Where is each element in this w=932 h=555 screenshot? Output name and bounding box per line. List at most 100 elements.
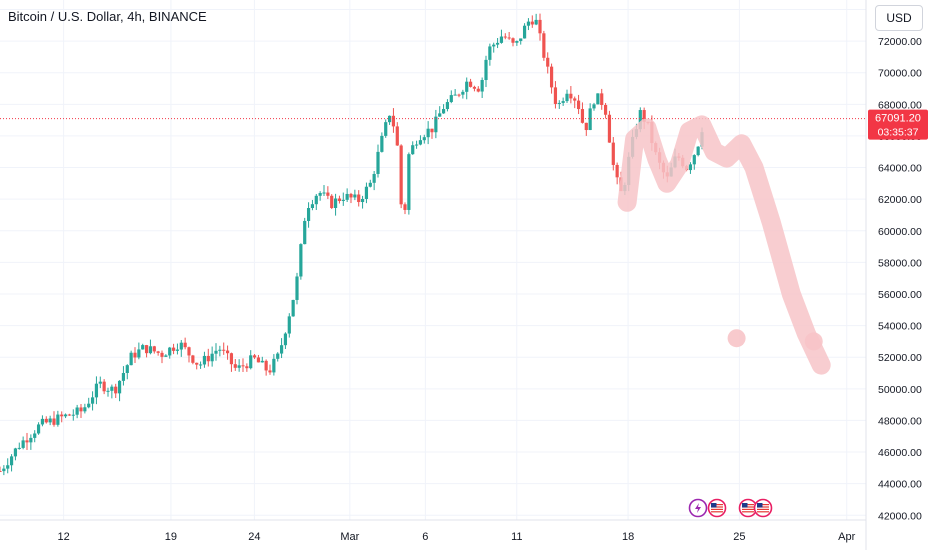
- x-tick-label: 24: [248, 531, 260, 543]
- candle: [399, 145, 403, 205]
- candle: [445, 102, 450, 110]
- candle: [449, 95, 453, 103]
- candle: [114, 386, 118, 394]
- candle: [6, 465, 10, 469]
- candle: [291, 299, 295, 317]
- candle: [218, 349, 222, 351]
- candle: [461, 91, 465, 95]
- forecast-brush-annotation[interactable]: [617, 115, 831, 375]
- candle: [503, 36, 507, 38]
- chart-title: Bitcoin / U.S. Dollar, 4h, BINANCE: [8, 9, 207, 24]
- candle: [222, 349, 226, 351]
- candle: [561, 101, 565, 103]
- candle: [117, 380, 122, 394]
- currency-button[interactable]: USD: [875, 5, 923, 31]
- candle: [515, 41, 519, 43]
- candle: [499, 36, 504, 43]
- candle: [526, 21, 531, 26]
- candle: [40, 418, 45, 425]
- candle: [372, 173, 376, 183]
- candle: [310, 204, 315, 209]
- candle: [17, 447, 21, 449]
- candle: [603, 104, 608, 115]
- y-tick-label: 72000.00: [878, 36, 922, 48]
- candle: [573, 98, 577, 101]
- candle: [553, 87, 558, 104]
- candle: [468, 81, 473, 87]
- candle: [403, 204, 407, 210]
- candle: [260, 360, 264, 363]
- last-price-badge: 67091.20 03:35:37: [868, 109, 928, 140]
- candle: [696, 146, 700, 156]
- candle: [530, 21, 534, 25]
- us-flag-icon[interactable]: [707, 498, 727, 518]
- x-tick-label: 12: [57, 531, 69, 543]
- candle: [411, 145, 415, 155]
- candle: [21, 440, 25, 448]
- flag-stripe: [757, 511, 769, 513]
- forecast-dot-annotation[interactable]: [727, 329, 746, 348]
- x-tick-label: 18: [622, 531, 634, 543]
- candle: [245, 366, 249, 369]
- candle: [63, 414, 68, 417]
- candle: [0, 471, 2, 473]
- candle: [272, 358, 276, 373]
- candle: [387, 115, 392, 123]
- candle: [60, 414, 64, 417]
- candle: [353, 194, 357, 198]
- candle: [214, 350, 218, 354]
- candle: [102, 381, 106, 392]
- candle: [418, 140, 423, 145]
- x-tick-label: 6: [422, 531, 428, 543]
- candle: [279, 345, 284, 354]
- candle: [592, 104, 596, 109]
- candle: [692, 155, 696, 165]
- forecast-dot-annotation[interactable]: [804, 332, 823, 351]
- candle: [83, 407, 87, 412]
- candle: [588, 108, 592, 131]
- candle: [611, 142, 615, 165]
- y-tick-label: 42000.00: [878, 510, 922, 522]
- us-flag-icon[interactable]: [753, 498, 773, 518]
- candle: [141, 345, 145, 350]
- candle: [125, 365, 129, 373]
- candle: [584, 122, 588, 131]
- candle: [287, 316, 291, 334]
- candle: [129, 352, 133, 366]
- y-tick-label: 60000.00: [878, 226, 922, 238]
- candle: [580, 109, 585, 123]
- candle: [395, 126, 399, 146]
- candle: [241, 365, 245, 367]
- candle: [472, 86, 477, 89]
- candle: [229, 353, 234, 365]
- candle: [2, 468, 6, 472]
- candle: [106, 390, 110, 392]
- candle: [252, 355, 257, 358]
- flag-stripe: [711, 508, 723, 510]
- candle: [565, 93, 569, 102]
- flag-stripe: [742, 506, 754, 508]
- candle: [175, 349, 180, 351]
- x-tick-label: Mar: [340, 531, 359, 543]
- candle: [133, 352, 137, 358]
- candle: [414, 144, 419, 146]
- candle: [249, 355, 253, 369]
- y-tick-label: 44000.00: [878, 479, 922, 491]
- candle: [519, 38, 523, 42]
- candle: [87, 403, 91, 408]
- candle: [306, 208, 311, 221]
- candle: [71, 414, 75, 416]
- candle: [202, 355, 207, 365]
- candle: [160, 352, 164, 357]
- candle: [268, 370, 272, 373]
- candle: [357, 194, 361, 203]
- flag-stripe: [757, 506, 769, 508]
- candle: [422, 137, 426, 141]
- flag-stripe: [711, 506, 723, 508]
- x-tick-label: 25: [733, 531, 745, 543]
- flag-stripe: [757, 508, 769, 510]
- y-tick-label: 64000.00: [878, 163, 922, 175]
- candle: [438, 113, 442, 117]
